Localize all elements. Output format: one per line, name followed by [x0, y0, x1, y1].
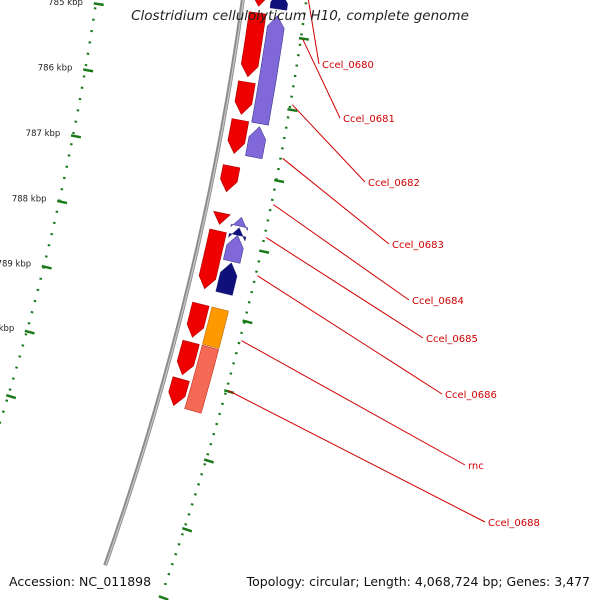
accession-text: Accession: NC_011898	[9, 574, 152, 589]
gene-label: Ccel_0681	[343, 114, 395, 125]
genome-summary-text: Topology: circular; Length: 4,068,724 bp…	[246, 574, 590, 589]
gene-label: Ccel_0685	[426, 334, 478, 345]
ruler-tick	[56, 199, 68, 205]
outer-ring-tick	[203, 458, 215, 464]
kbp-tick-label: 789 kbp	[0, 259, 31, 269]
forward-cds-arrow	[234, 80, 256, 115]
gene-features	[168, 0, 288, 414]
kbp-tick-label: 788 kbp	[12, 195, 47, 205]
reverse-cds-arrow	[251, 15, 285, 126]
forward-cds-arrow	[227, 118, 250, 155]
ruler-tick	[24, 329, 35, 335]
ruler-tick	[70, 134, 82, 139]
outer-ring-tick	[158, 595, 169, 600]
kbp-tick-label: 786 kbp	[38, 64, 73, 74]
kbp-tick-label: 785 kbp	[48, 0, 83, 8]
gene-label: Ccel_0688	[488, 518, 540, 529]
gene-label: rnc	[468, 461, 484, 472]
backbone-highlight	[105, 0, 244, 566]
label-leader-lines	[228, 0, 486, 523]
reverse-cds-arrow	[245, 126, 266, 160]
forward-cds-arrow	[254, 0, 266, 7]
gene-label: Ccel_0684	[412, 296, 464, 307]
reverse-cds-arrow	[223, 234, 244, 264]
gene-labels: Ccel_0680 Ccel_0681 Ccel_0682 Ccel_0683 Ccel…	[322, 60, 540, 529]
forward-cds-arrow	[198, 228, 227, 290]
gene-label: Ccel_0682	[368, 178, 420, 189]
reverse-cds-arrow	[269, 0, 288, 11]
map-title: Clostridium cellulolyticum H10, complete…	[131, 8, 469, 24]
gene-leader-line	[291, 104, 366, 183]
ccel-0688-feature	[184, 344, 219, 414]
outer-ring-tick	[181, 526, 193, 533]
forward-cds-arrow	[168, 376, 190, 406]
gene-leader-line	[241, 340, 466, 466]
forward-cds-arrow	[176, 339, 200, 376]
gene-leader-line	[273, 204, 410, 301]
gene-leader-line	[307, 0, 320, 65]
reverse-cds-arrow	[215, 262, 238, 296]
outer-ring-tick	[259, 249, 270, 254]
gene-leader-line	[265, 237, 424, 339]
ruler-tick	[83, 68, 94, 73]
gene-leader-line	[228, 390, 486, 523]
forward-cds-arrow	[220, 164, 241, 193]
forward-cds-arrow	[213, 210, 231, 225]
outer-ring-tick	[242, 319, 253, 325]
kbp-ruler-ticks	[5, 2, 104, 400]
forward-cds-arrow	[186, 301, 210, 338]
outer-dotted-ring	[158, 0, 310, 600]
gene-leader-line	[302, 39, 341, 119]
outer-ring-tick	[298, 36, 310, 41]
outer-ring-tick	[273, 178, 285, 184]
gene-leader-line	[257, 275, 443, 395]
ruler-tick	[93, 2, 104, 7]
genome-backbone	[103, 0, 245, 567]
kbp-tick-label: 787 kbp	[26, 129, 61, 139]
gene-label: Ccel_0680	[322, 60, 374, 71]
reverse-cds-arrow	[230, 216, 249, 232]
gene-leader-line	[282, 157, 390, 245]
forward-cds-arrow	[240, 11, 267, 78]
ruler-tick	[5, 393, 17, 400]
rnc-rna-feature	[202, 306, 229, 349]
ruler-tick	[41, 264, 52, 270]
gene-label: Ccel_0683	[392, 240, 444, 251]
gene-label: Ccel_0686	[445, 390, 497, 401]
kbp-tick-label: 790 kbp	[0, 324, 14, 334]
outer-ring-tick	[287, 107, 298, 113]
